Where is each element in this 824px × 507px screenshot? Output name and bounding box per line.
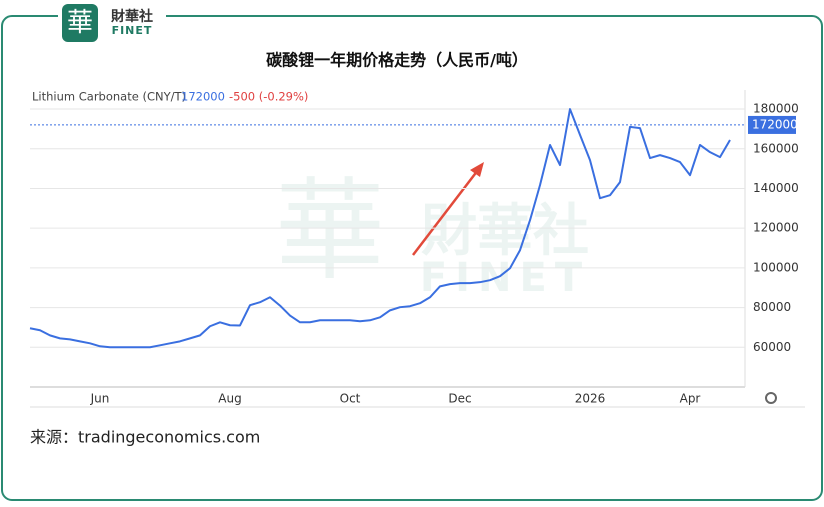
last-value-label: 172000 [752, 117, 798, 131]
x-tick-label: Jun [90, 392, 110, 406]
logo-sub: FINET [112, 24, 153, 37]
legend-name: Lithium Carbonate (CNY/T) [32, 90, 186, 104]
x-tick-label: Oct [340, 392, 361, 406]
y-tick-label: 60000 [753, 340, 791, 354]
watermark-sub: FINET [420, 255, 590, 301]
price-line [29, 108, 731, 349]
x-tick-label: 2026 [575, 392, 606, 406]
logo-name: 財華社 [110, 8, 153, 25]
source: 来源：tradingeconomics.com [30, 428, 260, 447]
logo-char: 華 [67, 8, 93, 38]
legend-change: -500 (-0.29%) [229, 90, 308, 104]
chart-title: 碳酸锂一年期价格走势（人民币/吨） [266, 51, 528, 70]
arrow-line [412, 169, 479, 256]
x-tick-label: Aug [218, 392, 241, 406]
y-tick-label: 100000 [753, 260, 799, 274]
x-tick-label: Dec [448, 392, 471, 406]
logo-mark [62, 4, 98, 42]
arrow-head [470, 162, 484, 177]
x-tick-label: Apr [680, 392, 701, 406]
watermark-mark: 華 [275, 167, 385, 295]
y-tick-label: 120000 [753, 221, 799, 235]
y-tick-label: 180000 [753, 102, 799, 116]
gear-icon[interactable] [765, 392, 777, 404]
gear[interactable] [765, 392, 777, 404]
y-tick-label: 160000 [753, 141, 799, 155]
frame [1, 15, 823, 501]
last-value-box [748, 115, 796, 134]
y-tick-label: 80000 [753, 300, 791, 314]
legend-value: 172000 [181, 90, 225, 104]
y-tick-label: 140000 [753, 181, 799, 195]
